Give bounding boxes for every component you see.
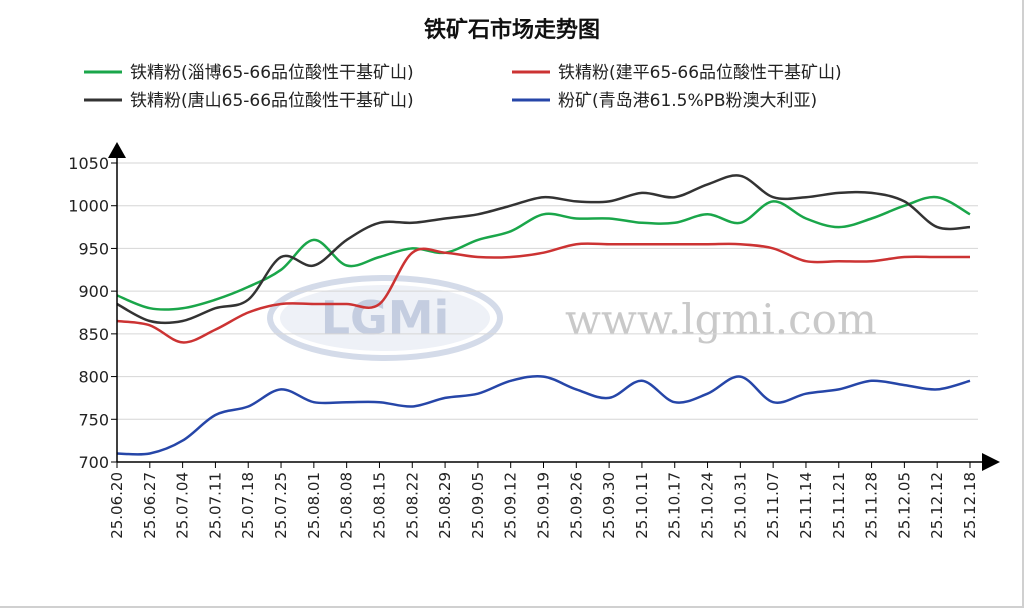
x-tick-label: 25.09.26	[567, 472, 585, 539]
x-axis-ticks: 25.06.20 25.06.27 25.07.04 25.07.11 25.07.18…	[108, 462, 979, 539]
legend-label: 铁精粉(唐山65-66品位酸性干基矿山)	[130, 90, 414, 111]
series-lines	[116, 174, 971, 456]
chart-title: 铁矿石市场走势图	[424, 17, 600, 43]
grid	[117, 162, 978, 420]
y-tick-label: 1000	[68, 197, 109, 216]
axes	[108, 142, 1000, 471]
series-line	[116, 195, 971, 311]
y-tick-label: 950	[78, 239, 109, 258]
x-tick-label: 25.10.17	[666, 472, 684, 539]
y-tick-label: 750	[78, 410, 109, 429]
series-line	[116, 242, 970, 344]
x-tick-label: 25.06.20	[108, 472, 126, 539]
y-tick-label: 800	[78, 368, 109, 387]
x-tick-label: 25.12.12	[928, 472, 946, 539]
watermark: LGMi www.lgmi.com	[267, 275, 877, 361]
x-tick-label: 25.06.27	[141, 472, 159, 539]
watermark-logo-text: LGMi	[321, 291, 450, 345]
x-tick-label: 25.08.01	[305, 472, 323, 539]
series-line	[116, 174, 971, 325]
series-line	[116, 374, 971, 456]
x-tick-label: 25.11.21	[830, 472, 848, 539]
x-tick-label: 25.08.15	[370, 472, 388, 539]
x-tick-label: 25.08.22	[403, 472, 421, 539]
x-tick-label: 25.08.29	[436, 472, 454, 539]
x-tick-label: 25.09.05	[469, 472, 487, 539]
x-tick-label: 25.07.25	[272, 472, 290, 539]
x-tick-label: 25.10.31	[731, 472, 749, 539]
watermark-logo-fill	[280, 285, 490, 351]
x-tick-label: 25.10.24	[699, 472, 717, 539]
x-tick-label: 25.09.19	[535, 472, 553, 539]
y-axis-arrow-icon	[108, 142, 126, 158]
watermark-logo-ring	[267, 275, 503, 361]
y-tick-label: 900	[78, 282, 109, 301]
x-tick-label: 25.08.08	[338, 472, 356, 539]
watermark-site-text: www.lgmi.com	[565, 295, 877, 344]
x-tick-label: 25.12.18	[961, 472, 979, 539]
x-axis-arrow-icon	[982, 453, 1000, 471]
legend: 铁精粉(淄博65-66品位酸性干基矿山) 铁精粉(建平65-66品位酸性干基矿山)…	[84, 63, 842, 111]
x-tick-label: 25.11.14	[797, 472, 815, 539]
legend-label: 粉矿(青岛港61.5%PB粉澳大利亚)	[558, 91, 817, 111]
legend-label: 铁精粉(建平65-66品位酸性干基矿山)	[558, 63, 842, 83]
x-tick-label: 25.07.04	[174, 472, 192, 539]
y-tick-label: 1050	[68, 154, 109, 173]
x-tick-label: 25.07.18	[239, 472, 257, 539]
legend-label: 铁精粉(淄博65-66品位酸性干基矿山)	[130, 63, 414, 83]
x-tick-label: 25.11.07	[764, 472, 782, 539]
x-tick-label: 25.10.11	[633, 472, 651, 539]
x-tick-label: 25.07.11	[206, 472, 224, 539]
y-axis-ticks: 700 750 800 850 900 950 1000 1050	[68, 154, 117, 472]
x-tick-label: 25.11.28	[863, 472, 881, 539]
x-tick-label: 25.12.05	[895, 472, 913, 539]
y-tick-label: 700	[78, 453, 109, 472]
y-tick-label: 850	[78, 325, 109, 344]
x-tick-label: 25.09.30	[600, 472, 618, 539]
x-tick-label: 25.09.12	[502, 472, 520, 539]
